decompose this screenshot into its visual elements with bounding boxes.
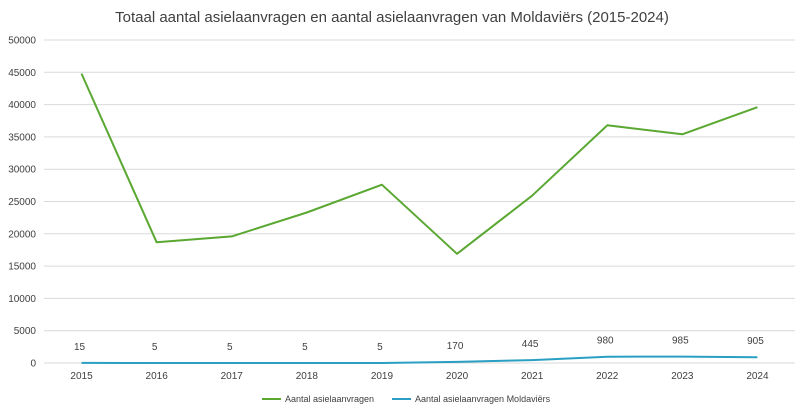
series-line-1 xyxy=(81,355,758,364)
x-tick-label: 2017 xyxy=(221,371,244,382)
y-tick-label: 10000 xyxy=(8,294,36,305)
legend-label-moldova: Aantal asielaanvragen Moldaviërs xyxy=(415,394,551,404)
series-lines xyxy=(80,73,758,364)
data-label: 170 xyxy=(447,341,464,352)
data-label: 980 xyxy=(597,336,614,347)
y-tick-label: 25000 xyxy=(8,197,36,208)
data-label: 5 xyxy=(377,342,383,353)
x-tick-label: 2023 xyxy=(671,371,694,382)
data-label: 5 xyxy=(227,342,233,353)
data-label: 905 xyxy=(747,336,764,347)
x-axis-ticks: 2015 2016 2017 2018 2019 2020 2021 2022 2023 2024 xyxy=(70,371,769,382)
legend: Aantal asielaanvragen Aantal asielaanvra… xyxy=(262,394,551,404)
x-tick-label: 2020 xyxy=(446,371,469,382)
x-tick-label: 2024 xyxy=(746,371,769,382)
y-tick-label: 40000 xyxy=(8,100,36,111)
y-tick-label: 50000 xyxy=(8,36,36,47)
y-tick-label: 15000 xyxy=(8,262,36,273)
y-axis-ticks: 0 5000 10000 15000 20000 25000 30000 35000 40000… xyxy=(8,36,36,370)
y-tick-label: 0 xyxy=(30,359,36,370)
data-label: 445 xyxy=(522,339,539,350)
data-label: 5 xyxy=(302,342,308,353)
data-label: 985 xyxy=(672,336,689,347)
x-tick-label: 2022 xyxy=(596,371,619,382)
y-tick-label: 45000 xyxy=(8,68,36,79)
chart-title: Totaal aantal asielaanvragen en aantal a… xyxy=(115,9,669,26)
series-line-0 xyxy=(80,73,758,255)
data-label: 5 xyxy=(152,342,158,353)
gridlines xyxy=(44,39,795,364)
data-label: 15 xyxy=(74,342,86,353)
y-tick-label: 20000 xyxy=(8,229,36,240)
y-tick-label: 30000 xyxy=(8,165,36,176)
data-labels: 15 5 5 5 5 170 445 980 985 905 xyxy=(74,336,764,353)
x-tick-label: 2015 xyxy=(70,371,93,382)
y-tick-label: 35000 xyxy=(8,132,36,143)
x-tick-label: 2021 xyxy=(521,371,544,382)
x-tick-label: 2019 xyxy=(371,371,394,382)
x-tick-label: 2018 xyxy=(296,371,319,382)
legend-label-total: Aantal asielaanvragen xyxy=(285,394,374,404)
y-tick-label: 5000 xyxy=(14,326,37,337)
x-tick-label: 2016 xyxy=(146,371,169,382)
